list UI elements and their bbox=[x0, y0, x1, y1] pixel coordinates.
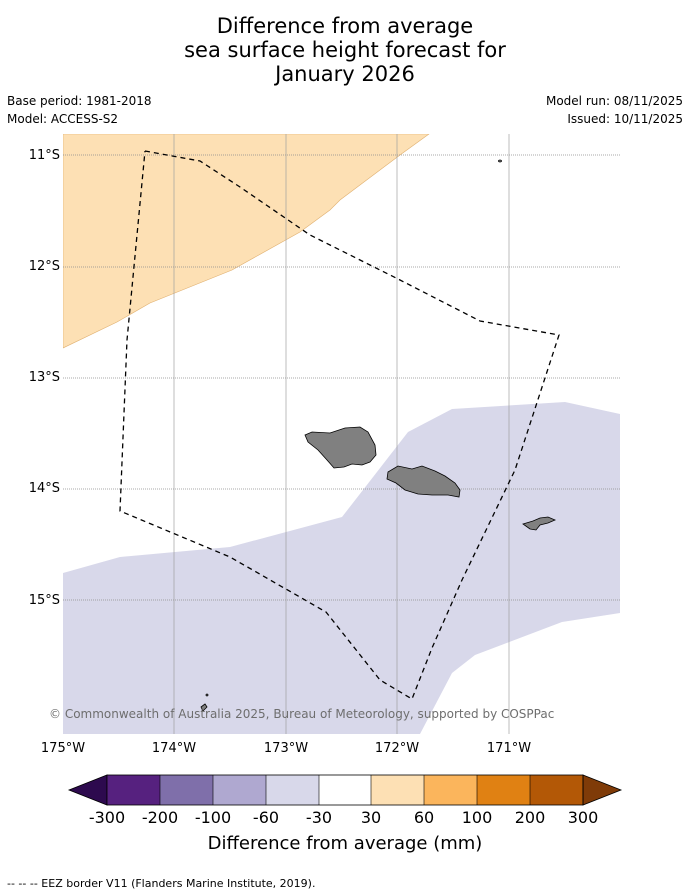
swains-islet bbox=[200, 703, 208, 712]
colorbar-tick: 60 bbox=[413, 808, 435, 827]
tutuila-island bbox=[522, 516, 557, 531]
copyright-text: © Commonwealth of Australia 2025, Bureau… bbox=[49, 707, 555, 721]
positive-anomaly-region bbox=[63, 134, 430, 349]
lat-label-14s: 14°S bbox=[28, 481, 60, 496]
lat-label-12s: 12°S bbox=[28, 259, 60, 274]
small-islet bbox=[205, 693, 209, 697]
lat-label-15s: 15°S bbox=[28, 593, 60, 608]
colorbar-segment bbox=[160, 775, 213, 805]
base-period-text: Base period: 1981-2018 bbox=[7, 94, 152, 108]
colorbar-tick: -300 bbox=[88, 808, 126, 827]
colorbar-segment bbox=[477, 775, 530, 805]
title-line-2: sea surface height forecast for bbox=[184, 38, 506, 62]
colorbar-tick: 30 bbox=[360, 808, 382, 827]
title-line-1: Difference from average bbox=[216, 14, 474, 38]
lon-gridlines bbox=[173, 134, 510, 734]
colorbar-segment bbox=[319, 775, 371, 805]
colorbar-tick: 100 bbox=[461, 808, 493, 827]
lon-label-171w: 171°W bbox=[486, 741, 532, 756]
model-text: Model: ACCESS-S2 bbox=[7, 112, 119, 126]
lat-label-11s: 11°S bbox=[28, 148, 60, 163]
eez-border bbox=[119, 150, 560, 700]
model-run-text: Model run: 08/11/2025 bbox=[545, 94, 683, 108]
savaii-island bbox=[304, 426, 377, 469]
colorbar-tick: -200 bbox=[141, 808, 179, 827]
colorbar-tick: -30 bbox=[305, 808, 333, 827]
rose-island bbox=[498, 159, 502, 163]
lon-label-173w: 173°W bbox=[263, 741, 309, 756]
colorbar-segment bbox=[530, 775, 583, 805]
colorbar-tick: 300 bbox=[567, 808, 599, 827]
colorbar-segment bbox=[424, 775, 477, 805]
colorbar-tick: -60 bbox=[252, 808, 280, 827]
colorbar-extend-high bbox=[582, 774, 623, 806]
lon-label-175w: 175°W bbox=[40, 741, 86, 756]
colorbar-extend-low bbox=[67, 774, 108, 806]
lon-label-174w: 174°W bbox=[151, 741, 197, 756]
issued-text: Issued: 10/11/2025 bbox=[567, 112, 683, 126]
colorbar-segment bbox=[266, 775, 319, 805]
lat-gridlines bbox=[63, 154, 620, 601]
colorbar-tick: -100 bbox=[194, 808, 232, 827]
colorbar-tick: 200 bbox=[514, 808, 546, 827]
lon-label-172w: 172°W bbox=[374, 741, 420, 756]
colorbar-segment bbox=[107, 775, 160, 805]
upolu-island bbox=[386, 465, 461, 498]
title-line-3: January 2026 bbox=[275, 62, 415, 86]
colorbar-label: Difference from average (mm) bbox=[207, 833, 483, 854]
map-title: Difference from average sea surface heig… bbox=[0, 14, 690, 86]
eez-footnote: -- -- -- EEZ border V11 (Flanders Marine… bbox=[7, 877, 316, 890]
colorbar-dividers bbox=[159, 775, 531, 805]
colorbar-segment bbox=[213, 775, 266, 805]
colorbar-outline bbox=[106, 774, 584, 806]
colorbar-segment bbox=[371, 775, 424, 805]
lat-label-13s: 13°S bbox=[28, 370, 60, 385]
negative-anomaly-region bbox=[63, 402, 620, 734]
